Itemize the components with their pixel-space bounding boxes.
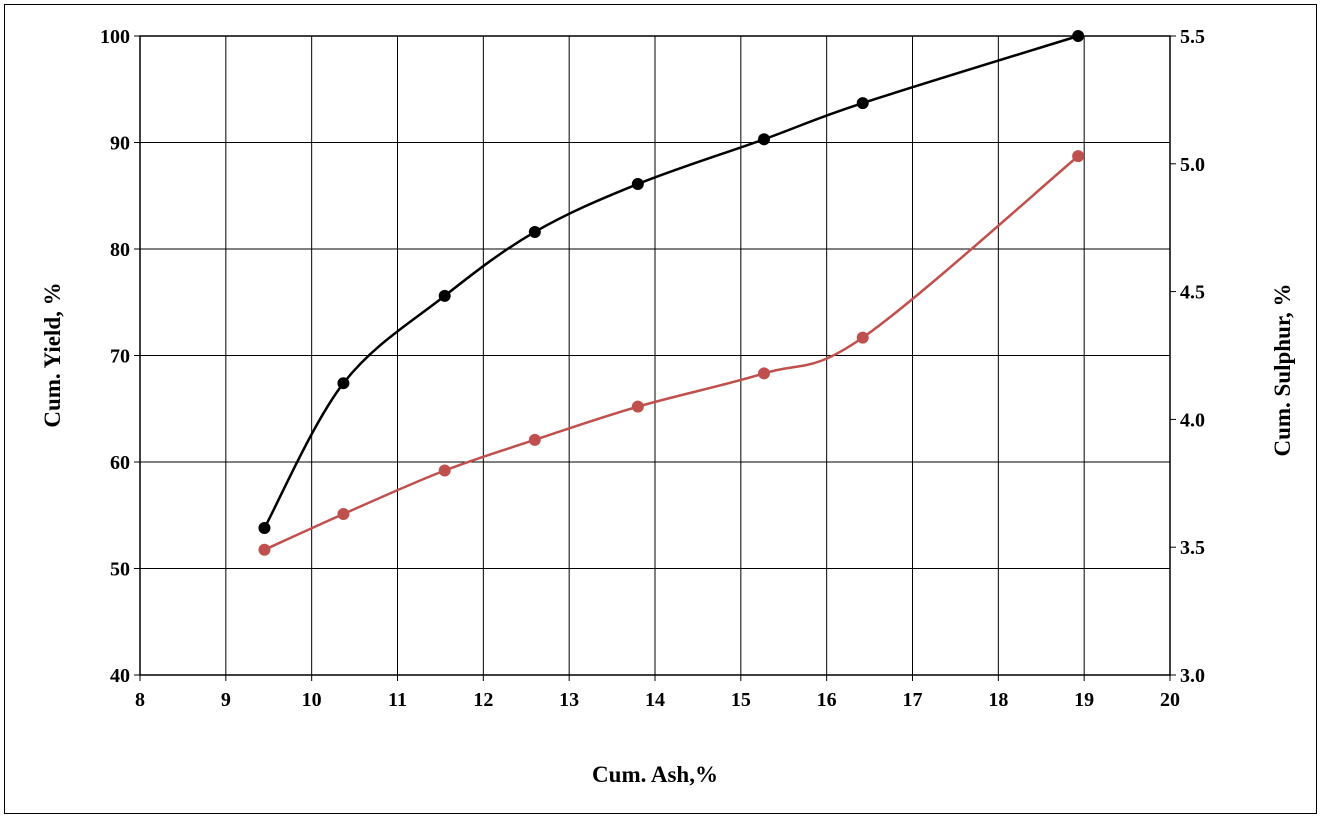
x-tick-label: 8 [135, 689, 145, 711]
yield-data-point [337, 377, 350, 390]
sulphur-data-point [856, 331, 869, 344]
yield-data-point [438, 289, 451, 302]
sulphur-data-point [758, 367, 771, 380]
x-tick-label: 17 [903, 689, 923, 711]
x-tick-label: 16 [817, 689, 837, 711]
sulphur-data-point [528, 433, 541, 446]
x-tick-label: 18 [988, 689, 1008, 711]
y-right-tick-label: 4.5 [1180, 282, 1205, 304]
x-tick-label: 13 [559, 689, 579, 711]
series-layer [258, 30, 1085, 556]
x-tick-label: 14 [645, 689, 665, 711]
sulphur-data-point [631, 400, 644, 413]
y-right-tick-label: 5.0 [1180, 154, 1205, 176]
tick-labels: 8 9 10 11 12 13 14 15 16 17 18 19 20 40 50 60 70 80 90 100 3… [100, 26, 1205, 711]
yield-data-point [758, 133, 771, 146]
yield-series-line [263, 34, 1079, 529]
sulphur-data-point [438, 464, 451, 477]
x-tick-label: 15 [731, 689, 751, 711]
y-left-tick-label: 40 [110, 665, 130, 687]
x-tick-label: 19 [1074, 689, 1094, 711]
chart-frame [4, 4, 1317, 814]
yield-data-point [856, 97, 869, 110]
sulphur-data-point [337, 507, 350, 520]
y-left-axis-title: Cum. Yield, % [40, 282, 65, 427]
y-right-tick-label: 3.5 [1180, 537, 1205, 559]
y-left-tick-label: 100 [100, 26, 130, 48]
sulphur-data-point [258, 543, 271, 556]
yield-data-point [631, 178, 644, 191]
y-left-tick-label: 60 [110, 452, 130, 474]
y-right-tick-label: 4.0 [1180, 409, 1205, 431]
x-tick-label: 12 [473, 689, 493, 711]
y-right-tick-label: 5.5 [1180, 26, 1205, 48]
yield-data-point [258, 522, 271, 535]
x-tick-label: 11 [388, 689, 407, 711]
x-tick-label: 10 [302, 689, 322, 711]
yield-data-point [528, 225, 541, 238]
y-left-tick-label: 80 [110, 239, 130, 261]
y-left-tick-label: 70 [110, 346, 130, 368]
sulphur-series-line [263, 155, 1079, 551]
plot-area-border [139, 35, 1171, 676]
y-left-tick-label: 90 [110, 133, 130, 155]
sulphur-data-point [1072, 150, 1085, 163]
x-tick-label: 20 [1160, 689, 1180, 711]
y-right-tick-label: 3.0 [1180, 665, 1205, 687]
x-axis-title: Cum. Ash,% [592, 762, 718, 787]
x-tick-label: 9 [221, 689, 231, 711]
y-right-axis-title: Cum. Sulphur, % [1270, 283, 1295, 456]
grid [134, 35, 1176, 681]
y-left-tick-label: 50 [110, 559, 130, 581]
